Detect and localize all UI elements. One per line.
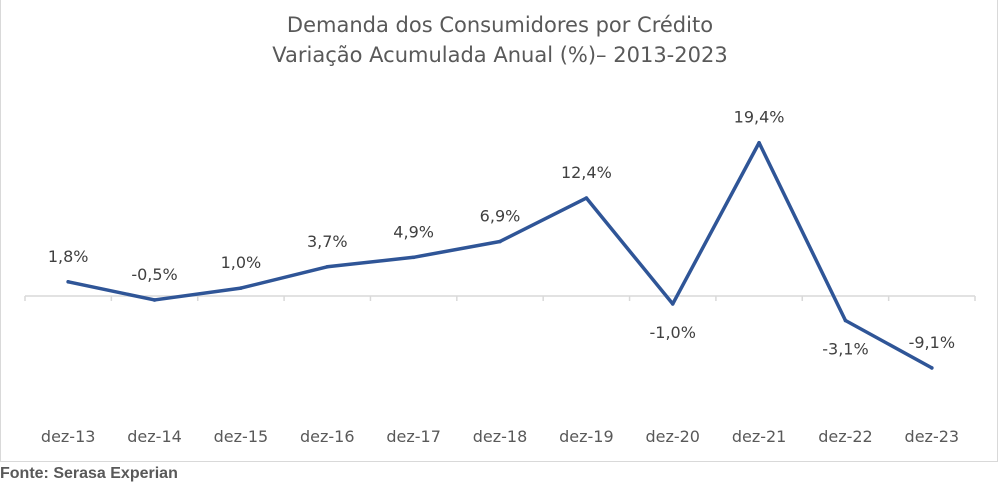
data-label: -1,0%: [650, 323, 696, 342]
data-label: -3,1%: [822, 339, 868, 358]
data-label: 6,9%: [480, 206, 521, 225]
data-point: [670, 302, 675, 306]
data-label: 1,0%: [221, 253, 262, 272]
x-tick-label: dez-19: [559, 427, 614, 446]
x-tick-label: dez-15: [214, 427, 269, 446]
series-line: [66, 140, 934, 370]
data-point: [411, 255, 416, 260]
chart-subtitle: Variação Acumulada Anual (%)– 2013-2023: [272, 43, 728, 67]
x-tick-label: dez-22: [818, 427, 873, 446]
data-label: 12,4%: [561, 163, 612, 182]
data-label: -0,5%: [131, 265, 177, 284]
chart-frame: [0, 0, 998, 462]
data-label: 1,8%: [48, 247, 89, 266]
data-point: [843, 318, 848, 323]
x-tick-label: dez-13: [41, 427, 96, 446]
data-label: 3,7%: [307, 232, 348, 251]
x-tick-label: dez-21: [732, 427, 787, 446]
data-point: [239, 286, 243, 290]
data-point: [498, 239, 502, 244]
data-point: [584, 196, 589, 200]
x-tick-label: dez-14: [127, 427, 182, 446]
data-label: -9,1%: [909, 333, 955, 352]
data-point: [66, 279, 70, 284]
x-tick-label: dez-18: [473, 427, 528, 446]
data-point: [152, 298, 157, 302]
data-label: 19,4%: [734, 108, 785, 127]
source-note: Fonte: Serasa Experian: [0, 465, 178, 482]
data-point: [930, 366, 934, 370]
x-tick-label: dez-16: [300, 427, 355, 446]
x-tick-label: dez-23: [905, 427, 960, 446]
data-point: [325, 264, 330, 269]
data-label: 4,9%: [393, 222, 434, 241]
chart-title: Demanda dos Consumidores por Crédito: [286, 13, 714, 37]
x-tick-label: dez-20: [645, 427, 700, 446]
data-point: [757, 140, 761, 145]
x-tick-label: dez-17: [386, 427, 441, 446]
